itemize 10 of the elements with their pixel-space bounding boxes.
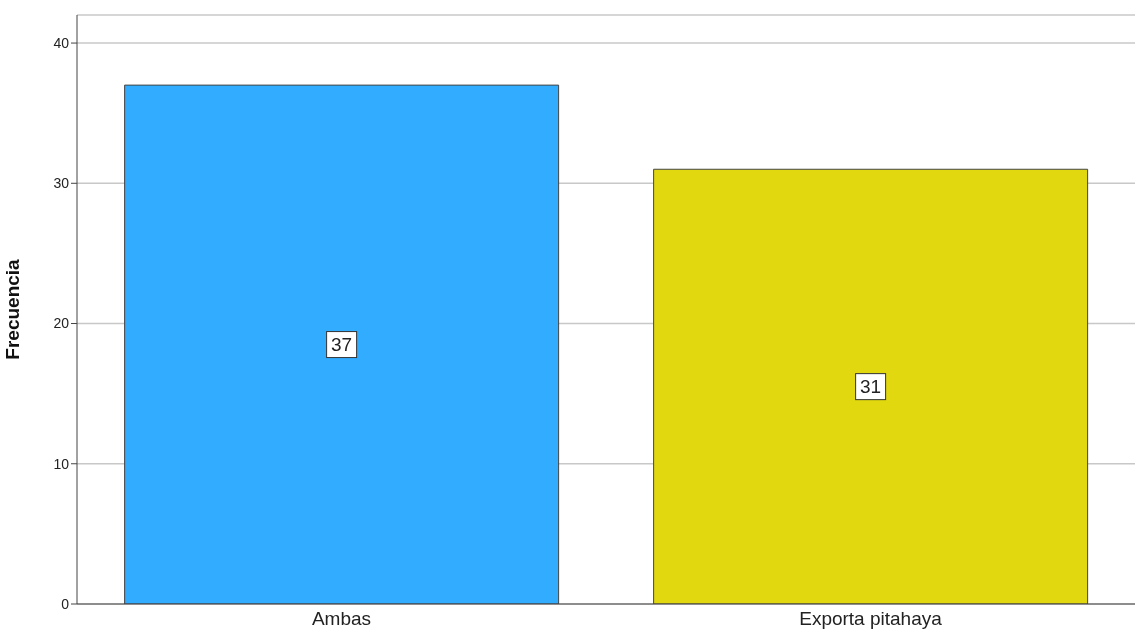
y-axis-title: Frecuencia <box>1 258 23 360</box>
y-tick-label: 10 <box>53 455 70 472</box>
y-tick-label: 40 <box>53 35 70 52</box>
x-tick-label: Ambas <box>311 608 372 630</box>
y-tick-label: 0 <box>61 595 70 612</box>
y-tick-label: 30 <box>53 175 70 192</box>
y-tick-label: 20 <box>53 315 70 332</box>
x-tick-label: Exporta pitahaya <box>799 608 943 630</box>
data-label: 31 <box>860 376 882 398</box>
data-label: 37 <box>331 334 353 356</box>
